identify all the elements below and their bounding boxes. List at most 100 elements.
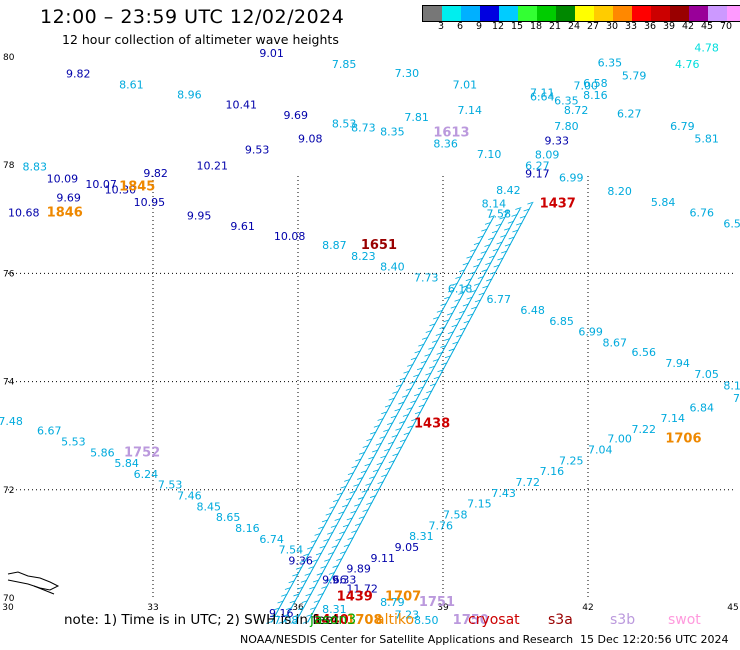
track-tick (327, 551, 335, 555)
wave-height-value: 6.85 (549, 315, 574, 328)
track-tick (384, 448, 391, 452)
wave-height-value: 6.67 (37, 425, 62, 438)
color-swatch (423, 6, 442, 21)
wave-height-value: 8.14 (482, 197, 507, 210)
track-tick (436, 309, 443, 313)
page-title: 12:00 – 23:59 UTC 12/02/2024 (40, 6, 345, 28)
track-tick (488, 237, 495, 240)
track-tick (473, 242, 481, 246)
color-scale-label: 39 (662, 21, 676, 32)
wave-height-value: 7.14 (458, 104, 483, 117)
track-tick (436, 351, 443, 355)
track-tick (456, 334, 463, 338)
color-swatch (727, 6, 740, 21)
track-tick (358, 516, 365, 519)
wave-height-value: 7.30 (395, 67, 420, 80)
track-tick (402, 414, 410, 417)
wave-height-value: 6.99 (578, 326, 603, 339)
track-tick (410, 400, 417, 403)
track-tick (269, 614, 277, 617)
wave-height-value: 7.16 (540, 465, 565, 478)
color-scale-label: 45 (700, 21, 714, 32)
track-tick (417, 386, 425, 390)
track-tick (292, 573, 299, 577)
track-tick (516, 222, 523, 226)
track-tick (414, 350, 421, 354)
track-tick (368, 456, 375, 460)
pass-time-label: 1752 (124, 445, 160, 460)
track-tick (390, 415, 398, 419)
credit-timestamp: 15 Dec 12:20:56 UTC 2024 (580, 633, 729, 646)
track-tick (433, 376, 440, 380)
wave-height-value: 6.35 (598, 57, 623, 70)
wave-height-value: 4.76 (675, 58, 700, 71)
track-tick (379, 435, 386, 439)
track-tick (501, 250, 508, 254)
track-tick (413, 374, 420, 378)
track-tick (387, 422, 394, 425)
track-tick (399, 439, 407, 443)
wave-height-value: 8.35 (380, 125, 405, 138)
wave-height-value: 6.18 (448, 282, 473, 295)
wave-height-value: 8.40 (380, 261, 405, 274)
track-tick (336, 558, 343, 561)
wave-height-value: 6.48 (520, 304, 545, 317)
track-tick (511, 213, 518, 217)
track-tick (357, 477, 364, 480)
track-tick (523, 208, 530, 212)
wave-height-value: 10.95 (134, 196, 166, 209)
color-swatch (537, 6, 556, 21)
track-tick (470, 289, 477, 293)
wave-height-value: 7.46 (177, 490, 202, 503)
track-tick (284, 587, 292, 590)
pass-time-label: 1846 (47, 206, 83, 221)
wave-height-value: 9.82 (143, 167, 168, 180)
track-tick (349, 490, 356, 494)
track-tick (362, 509, 369, 512)
wave-height-value: 8.87 (322, 239, 347, 252)
credit-line: NOAA/NESDIS Center for Satellite Applica… (240, 633, 574, 646)
track-tick (347, 537, 354, 540)
track-tick (503, 209, 510, 213)
satellite-legend-item: s3a (548, 612, 573, 628)
wave-height-value: 7.11 (530, 86, 555, 99)
color-scale-label: 42 (681, 21, 695, 32)
wave-height-value: 7.81 (404, 111, 429, 124)
track-tick (282, 614, 289, 617)
wave-height-value: 7.05 (694, 368, 719, 381)
color-scale-bar (422, 5, 740, 22)
track-tick (452, 341, 459, 345)
wave-height-value: 9.08 (298, 132, 323, 145)
color-scale-label: 9 (475, 21, 483, 32)
wave-height-value: 6.77 (487, 293, 512, 306)
track-tick (488, 215, 495, 218)
track-tick (469, 271, 476, 275)
track-tick (308, 566, 315, 569)
wave-height-value: 8.17 (723, 380, 740, 393)
track-tick (335, 538, 342, 541)
track-tick (281, 593, 288, 597)
color-swatch (613, 6, 632, 21)
track-tick (304, 572, 311, 576)
lon-tick-label: 39 (437, 603, 449, 613)
wave-height-value: 7.85 (332, 58, 357, 71)
track-tick (294, 614, 301, 617)
track-tick (388, 397, 395, 401)
track-tick (403, 432, 410, 436)
track-tick (369, 495, 377, 498)
color-scale-label: 70 (719, 21, 733, 32)
color-scale-label: 33 (624, 21, 638, 32)
track-tick (334, 518, 341, 521)
track-tick (343, 544, 350, 547)
track-tick (332, 565, 339, 568)
wave-height-value: 7.08 (274, 614, 299, 627)
track-tick (302, 620, 309, 624)
wave-height-value: 8.45 (197, 500, 222, 513)
track-tick (443, 319, 450, 323)
wave-height-value: 7.54 (279, 544, 304, 557)
wave-height-value: 8.65 (216, 511, 241, 524)
wave-height-value: 6.27 (525, 160, 550, 173)
satellite-track (307, 202, 533, 623)
wave-height-value: 7.73 (414, 272, 439, 285)
